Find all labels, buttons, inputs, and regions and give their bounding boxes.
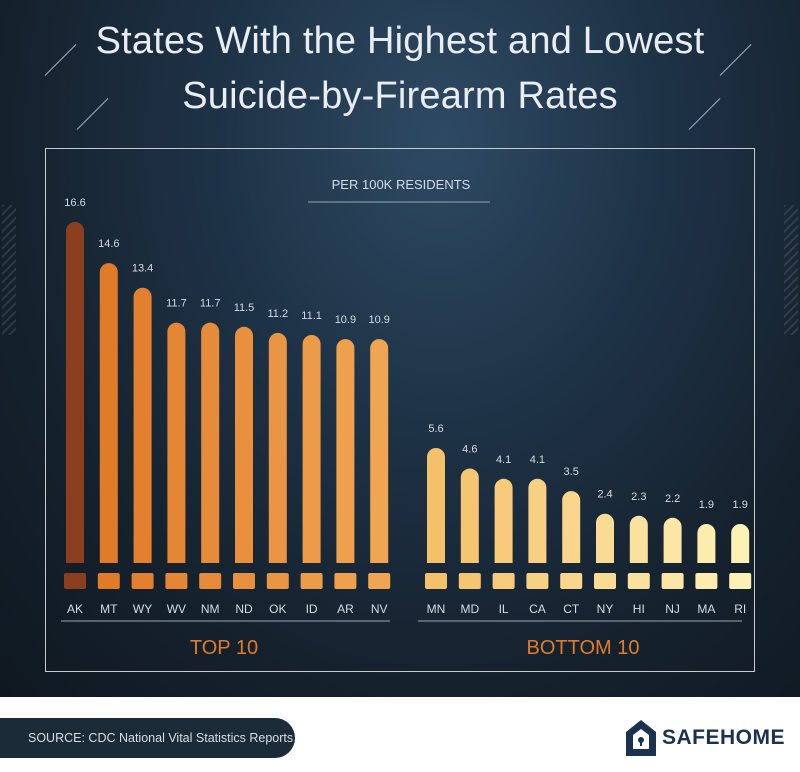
bar-nj xyxy=(663,517,682,563)
state-wv-icon xyxy=(165,573,188,589)
state-md-icon xyxy=(458,573,481,589)
value-label-nd: 11.5 xyxy=(234,302,255,314)
chart-subtitle: PER 100K RESIDENTS xyxy=(332,177,471,192)
category-label-nd: ND xyxy=(235,602,253,616)
bar-id xyxy=(302,334,321,563)
value-label-ma: 1.9 xyxy=(699,499,714,511)
category-label-wv: WV xyxy=(167,602,186,616)
value-label-il: 4.1 xyxy=(496,454,511,466)
category-label-ar: AR xyxy=(337,602,354,616)
right-stripe-decoration xyxy=(784,205,798,335)
footer-source: SOURCE: CDC National Vital Statistics Re… xyxy=(0,718,295,758)
value-label-mt: 14.6 xyxy=(98,238,119,250)
value-label-mn: 5.6 xyxy=(428,423,443,435)
bar-mn xyxy=(427,447,445,563)
bar-hi xyxy=(629,515,648,563)
state-ny-icon xyxy=(594,573,616,589)
bar-ny xyxy=(596,513,614,563)
category-label-hi: HI xyxy=(633,602,645,616)
value-label-wy: 13.4 xyxy=(132,263,153,275)
state-nm-icon xyxy=(199,573,222,589)
value-label-nv: 10.9 xyxy=(368,314,389,326)
category-label-ct: CT xyxy=(563,602,580,616)
value-label-ca: 4.1 xyxy=(530,454,545,466)
bar-ct xyxy=(562,491,581,563)
bar-chart: PER 100K RESIDENTS 16.6 AK 14.6 MT 13.4 WY 11.7… xyxy=(61,177,752,659)
category-label-mn: MN xyxy=(427,602,446,616)
bar-nm xyxy=(201,322,220,563)
value-label-nm: 11.7 xyxy=(200,298,221,310)
value-label-ok: 11.2 xyxy=(268,308,289,320)
category-label-nm: NM xyxy=(201,602,220,616)
state-ri-icon xyxy=(729,573,752,589)
bar-ar xyxy=(336,339,355,563)
state-id-icon xyxy=(300,573,323,589)
value-label-ri: 1.9 xyxy=(733,499,748,511)
category-label-ny: NY xyxy=(597,602,614,616)
chart-frame: PER 100K RESIDENTS 16.6 AK 14.6 MT 13.4 WY 11.7… xyxy=(45,148,755,672)
bar-wy xyxy=(133,287,152,563)
category-label-mt: MT xyxy=(100,602,118,616)
category-label-ca: CA xyxy=(529,602,546,616)
value-label-ny: 2.4 xyxy=(597,489,612,501)
bar-ri xyxy=(731,523,750,563)
bar-nd xyxy=(235,326,253,563)
state-nd-icon xyxy=(233,573,255,589)
bar-ma xyxy=(697,523,716,563)
bar-nv xyxy=(370,339,389,563)
state-il-icon xyxy=(492,573,515,589)
bar-mt xyxy=(99,263,118,563)
value-label-nj: 2.2 xyxy=(665,493,680,505)
state-ca-icon xyxy=(526,573,549,589)
state-wy-icon xyxy=(131,573,154,589)
state-nj-icon xyxy=(661,573,684,589)
category-label-id: ID xyxy=(306,602,318,616)
category-label-il: IL xyxy=(499,602,509,616)
title-line-2: Suicide-by-Firearm Rates xyxy=(182,75,618,117)
state-ma-icon xyxy=(695,573,718,589)
category-label-nv: NV xyxy=(371,602,388,616)
state-mt-icon xyxy=(97,573,120,589)
state-ct-icon xyxy=(560,573,583,589)
state-ok-icon xyxy=(266,573,289,589)
state-ar-icon xyxy=(334,573,357,589)
category-label-md: MD xyxy=(460,602,479,616)
category-label-ma: MA xyxy=(697,602,715,616)
value-label-ct: 3.5 xyxy=(564,466,579,478)
category-label-ok: OK xyxy=(269,602,286,616)
group-label-2: BOTTOM 10 xyxy=(527,637,640,659)
bar-ok xyxy=(268,332,287,563)
value-label-id: 11.1 xyxy=(301,310,322,322)
state-hi-icon xyxy=(627,573,650,589)
category-label-nj: NJ xyxy=(665,602,680,616)
house-shield-icon xyxy=(626,720,656,756)
category-label-ak: AK xyxy=(67,602,83,616)
infographic-stage: States With the Highest and Lowest Suici… xyxy=(0,0,800,697)
bar-ak xyxy=(66,222,84,563)
value-label-ak: 16.6 xyxy=(64,197,85,209)
title-line-1: States With the Highest and Lowest xyxy=(95,20,705,62)
value-label-wv: 11.7 xyxy=(166,298,187,310)
category-label-wy: WY xyxy=(133,602,152,616)
bar-il xyxy=(494,478,513,563)
state-mn-icon xyxy=(425,573,447,589)
state-ak-icon xyxy=(64,573,86,589)
group-label-1: TOP 10 xyxy=(190,637,258,659)
safehome-logo: SAFEHOME xyxy=(624,716,794,760)
value-label-ar: 10.9 xyxy=(335,314,356,326)
state-nv-icon xyxy=(368,573,391,589)
category-label-ri: RI xyxy=(734,602,746,616)
bar-wv xyxy=(167,322,186,563)
bar-md xyxy=(460,468,479,563)
value-label-hi: 2.3 xyxy=(631,491,646,503)
left-stripe-decoration xyxy=(2,205,16,335)
value-label-md: 4.6 xyxy=(462,444,477,456)
logo-text: SAFEHOME xyxy=(662,726,786,749)
bar-ca xyxy=(528,478,547,563)
